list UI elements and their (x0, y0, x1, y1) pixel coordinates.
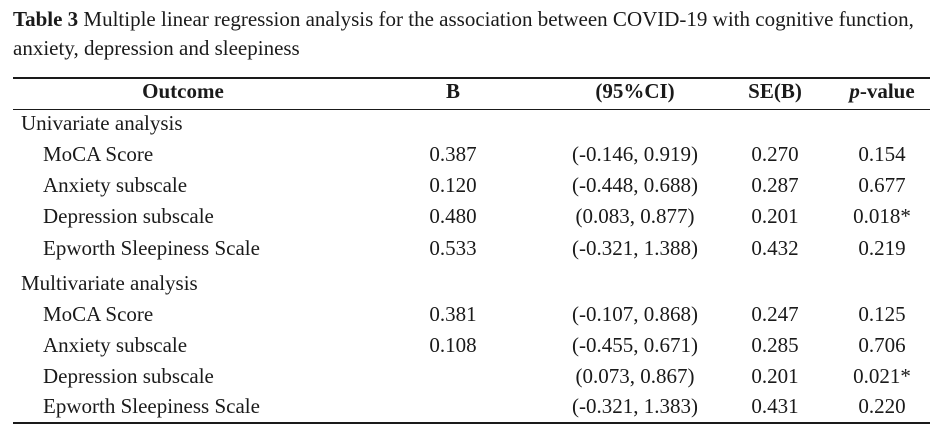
row-se: 0.287 (751, 173, 799, 197)
row-p: 0.125 (858, 302, 906, 326)
row-ci: (-0.146, 0.919) (572, 142, 698, 166)
row-p: 0.154 (858, 142, 906, 166)
row-ci: (-0.321, 1.383) (572, 394, 698, 418)
table-top-rule (13, 77, 930, 79)
row-b: 0.387 (429, 142, 477, 166)
header-outcome: Outcome (142, 79, 224, 103)
row-outcome: Anxiety subscale (43, 333, 188, 357)
row-b: 0.381 (429, 302, 477, 326)
row-outcome: Depression subscale (43, 204, 214, 228)
row-p: 0.706 (858, 333, 906, 357)
table-caption-text: Multiple linear regression analysis for … (13, 7, 914, 60)
row-outcome: Depression subscale (43, 364, 214, 388)
row-p: 0.677 (858, 173, 906, 197)
row-outcome: Epworth Sleepiness Scale (43, 236, 260, 260)
table-header-rule (13, 109, 930, 110)
row-outcome: MoCA Score (43, 302, 154, 326)
row-se: 0.431 (751, 394, 799, 418)
row-b: 0.480 (429, 204, 477, 228)
row-p: 0.021* (853, 364, 911, 388)
row-b: 0.120 (429, 173, 477, 197)
header-b: B (445, 79, 460, 103)
row-se: 0.247 (751, 302, 799, 326)
row-p: 0.219 (858, 236, 906, 260)
row-b: 0.533 (429, 236, 477, 260)
row-se: 0.201 (751, 364, 799, 388)
group-label-multivariate: Multivariate analysis (21, 271, 198, 295)
row-outcome: Epworth Sleepiness Scale (43, 394, 260, 418)
row-b: 0.108 (429, 333, 477, 357)
header-p-value: p-value (832, 79, 932, 103)
group-label-univariate: Univariate analysis (21, 111, 183, 135)
table-caption: Table 3 Multiple linear regression analy… (13, 5, 938, 63)
row-ci: (-0.455, 0.671) (572, 333, 698, 357)
row-ci: (0.073, 0.867) (575, 364, 695, 388)
row-ci: (-0.107, 0.868) (572, 302, 698, 326)
table-caption-label: Table 3 (13, 7, 79, 31)
row-se: 0.201 (751, 204, 799, 228)
row-se: 0.270 (751, 142, 799, 166)
header-se: SE(B) (748, 79, 802, 103)
row-outcome: MoCA Score (43, 142, 154, 166)
row-p: 0.220 (858, 394, 906, 418)
row-ci: (-0.448, 0.688) (572, 173, 698, 197)
row-p: 0.018* (853, 204, 911, 228)
header-p-italic: p (849, 79, 860, 103)
table-bottom-rule (13, 422, 930, 424)
row-ci: (0.083, 0.877) (575, 204, 695, 228)
row-se: 0.432 (751, 236, 799, 260)
row-outcome: Anxiety subscale (43, 173, 188, 197)
row-se: 0.285 (751, 333, 799, 357)
header-ci: (95%CI) (595, 79, 675, 103)
header-p-rest: -value (859, 79, 915, 103)
row-ci: (-0.321, 1.388) (572, 236, 698, 260)
